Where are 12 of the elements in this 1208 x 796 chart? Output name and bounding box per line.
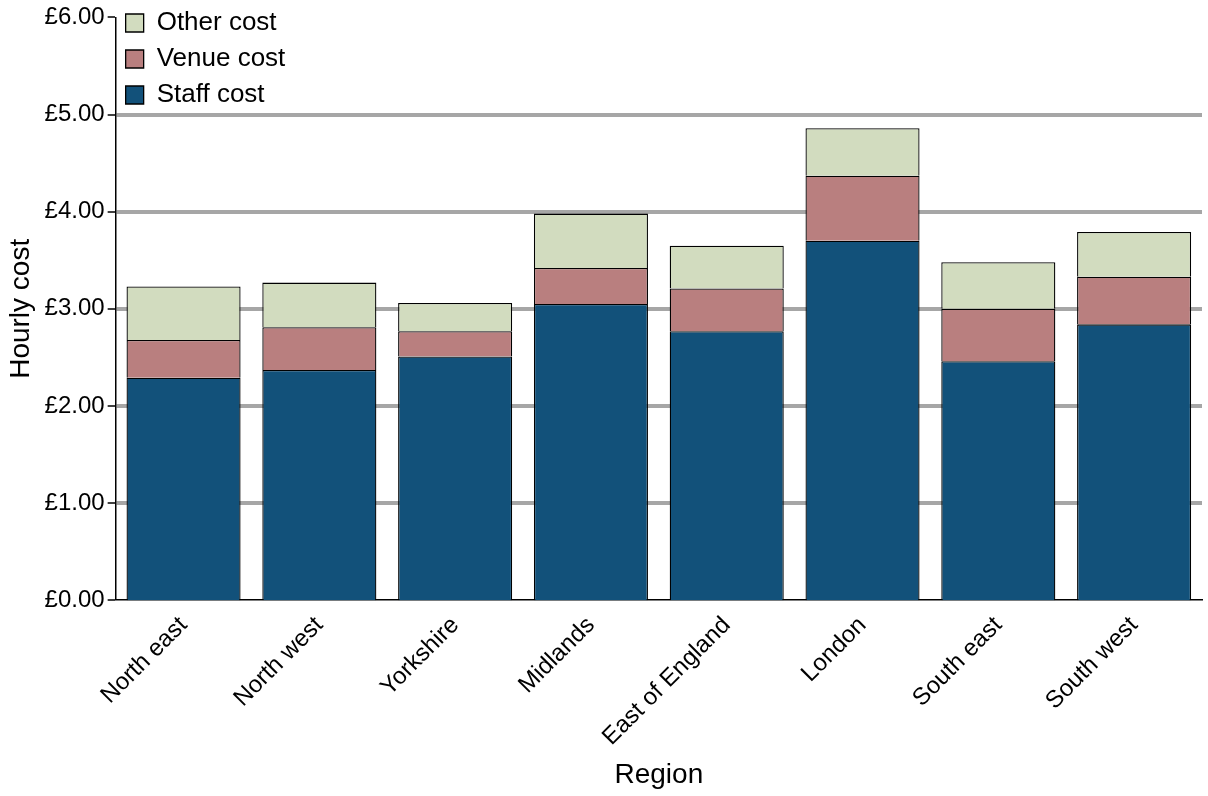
x-axis-title: Region bbox=[614, 757, 704, 789]
legend-label: Venue cost bbox=[156, 42, 287, 73]
y-axis-title: Hourly cost bbox=[3, 238, 35, 379]
y-tick-label: £6.00 bbox=[44, 2, 105, 30]
y-tick-label: £3.00 bbox=[44, 293, 105, 321]
legend-label: Staff cost bbox=[156, 78, 266, 109]
y-tick-label: £2.00 bbox=[44, 390, 105, 418]
y-tick-label: £5.00 bbox=[44, 99, 105, 127]
y-tick-label: £4.00 bbox=[44, 196, 105, 224]
legend-label: Other cost bbox=[156, 6, 278, 37]
y-tick-label: £1.00 bbox=[44, 487, 105, 515]
y-tick-label: £0.00 bbox=[44, 584, 105, 612]
